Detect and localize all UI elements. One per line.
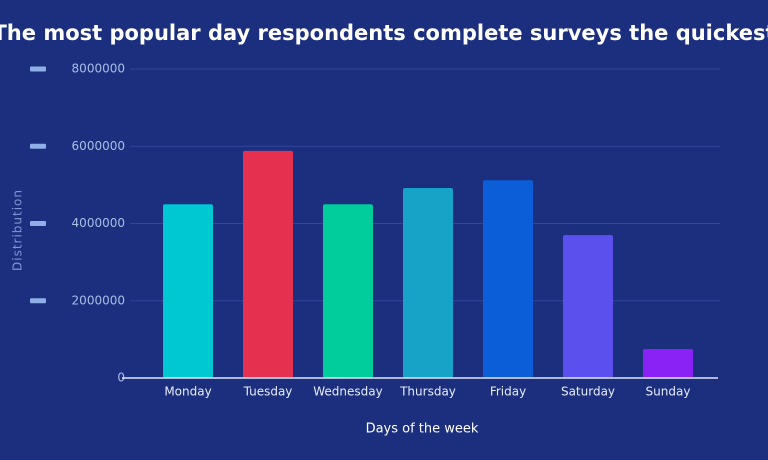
tick-mark — [30, 143, 46, 149]
x-tick-label: Wednesday — [313, 385, 382, 399]
chart-title: The most popular day respondents complet… — [0, 21, 768, 45]
bar — [643, 349, 693, 378]
x-axis-title: Days of the week — [366, 422, 479, 437]
y-tick-label: 4000000 — [72, 216, 125, 230]
bar — [403, 187, 453, 378]
bar — [563, 235, 613, 378]
x-tick-label: Sunday — [646, 385, 691, 399]
y-tick-label: 2000000 — [72, 293, 125, 307]
bar — [163, 204, 213, 378]
tick-mark — [30, 298, 46, 304]
tick-mark — [30, 66, 46, 72]
x-tick-label: Monday — [164, 385, 211, 399]
y-axis-title: Distribution — [11, 189, 25, 271]
y-tick-label: 0 — [117, 371, 125, 385]
tick-mark — [30, 221, 46, 226]
x-tick-label: Friday — [490, 385, 526, 399]
bar — [323, 204, 373, 378]
y-tick-label: 6000000 — [72, 139, 125, 153]
y-tick-label: 8000000 — [72, 62, 125, 76]
bar — [243, 150, 293, 378]
x-tick-label: Saturday — [561, 385, 615, 399]
bar — [483, 180, 533, 378]
x-tick-label: Tuesday — [243, 385, 293, 399]
x-tick-label: Thursday — [399, 385, 456, 399]
